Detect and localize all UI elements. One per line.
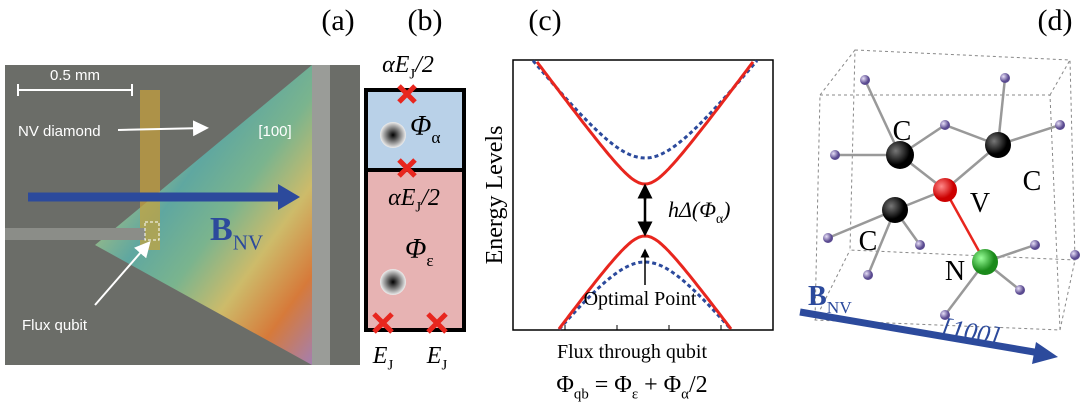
math-text: hΔ(Φ xyxy=(668,197,716,222)
panel-label: (a) xyxy=(321,4,354,37)
panel-label: (d) xyxy=(1038,4,1073,37)
figure: (a)0.5 mmNV diamond[100]BNVFlux qubit(b)… xyxy=(0,0,1085,405)
field-label: BNV xyxy=(808,281,852,317)
math-text: Φ xyxy=(556,372,574,398)
gap-label: hΔ(Φα) xyxy=(668,197,730,226)
junction-label: αEJ/2 xyxy=(382,52,434,83)
math-text: B xyxy=(808,281,827,312)
subscript: J xyxy=(387,358,393,374)
math-text: /2 xyxy=(689,372,708,398)
math-text: Φ xyxy=(405,234,426,265)
math-text: αE xyxy=(388,185,416,211)
math-text: αE xyxy=(382,52,410,78)
annotation: NV diamond xyxy=(18,123,101,140)
annotation: Optimal Point xyxy=(584,288,697,310)
math-text: Φ xyxy=(410,111,431,142)
math-text: B xyxy=(210,211,233,248)
y-axis-label: Energy Levels xyxy=(482,126,508,265)
atom-label: N xyxy=(945,256,965,287)
junction-label: EJ xyxy=(426,343,448,374)
math-text: E xyxy=(372,343,388,369)
subscript: α xyxy=(681,387,689,403)
annotation: Flux qubit xyxy=(22,317,88,334)
math-text: E xyxy=(426,343,442,369)
direction-label: [100] xyxy=(258,123,291,140)
atom-label: C xyxy=(859,226,878,257)
junction-label: EJ xyxy=(372,343,394,374)
scale-bar-label: 0.5 mm xyxy=(50,67,100,84)
subscript: ε xyxy=(426,251,433,270)
lattice xyxy=(800,50,1080,364)
subscript: α xyxy=(431,128,440,147)
math-text: /2 xyxy=(419,185,440,211)
subscript: α xyxy=(716,211,723,226)
atom-label: V xyxy=(970,188,990,219)
math-text: ) xyxy=(721,197,730,222)
subscript: NV xyxy=(233,231,263,255)
direction-label: [100] xyxy=(939,312,1002,351)
math-text: + Φ xyxy=(638,372,681,398)
math-text: /2 xyxy=(413,52,434,78)
subscript: J xyxy=(441,358,447,374)
x-axis-label: Flux through qubit xyxy=(557,341,707,363)
atom-label: C xyxy=(1023,166,1042,197)
subscript: NV xyxy=(827,298,853,317)
subscript: qb xyxy=(574,387,589,403)
math-text: = Φ xyxy=(589,372,632,398)
panel-label: (b) xyxy=(408,4,443,37)
atom-label: C xyxy=(893,116,912,147)
formula: Φqb = Φε + Φα/2 xyxy=(556,372,707,403)
panel-label: (c) xyxy=(528,4,561,37)
